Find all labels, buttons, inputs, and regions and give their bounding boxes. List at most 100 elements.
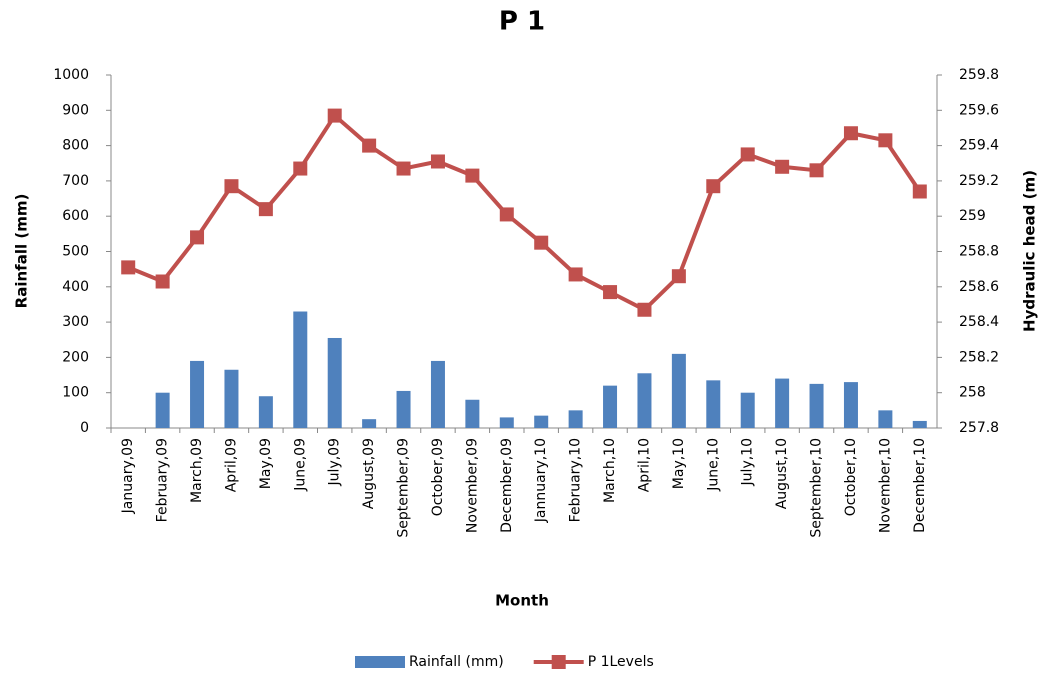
line-marker xyxy=(190,230,205,245)
y-tick-label: 100 xyxy=(62,385,89,401)
x-tick-label: August,10 xyxy=(774,438,790,509)
y2-tick-label: 259.2 xyxy=(959,173,999,189)
x-tick-label: November,09 xyxy=(464,438,480,533)
x-tick-label: January,09 xyxy=(120,438,136,514)
line-marker xyxy=(327,108,342,123)
x-tick-label: December,09 xyxy=(499,438,515,533)
y2-tick-label: 259.6 xyxy=(959,102,999,118)
x-tick-label: Jannuary,10 xyxy=(533,438,549,523)
x-tick-label: May,10 xyxy=(671,438,687,489)
y-tick-label: 400 xyxy=(62,279,89,295)
x-tick-label: July,09 xyxy=(327,438,343,486)
x-tick-label: November,10 xyxy=(877,438,893,533)
legend-label: Rainfall (mm) xyxy=(409,654,504,670)
line-marker xyxy=(775,159,790,174)
x-tick-label: June,09 xyxy=(292,438,308,492)
bar xyxy=(396,390,411,428)
bar xyxy=(671,353,686,428)
x-tick-label: February,10 xyxy=(568,438,584,522)
line-marker xyxy=(499,207,514,222)
legend-label: P 1Levels xyxy=(588,654,654,670)
line-marker xyxy=(603,285,618,300)
x-tick-label: February,09 xyxy=(155,438,171,522)
bar xyxy=(843,382,858,428)
y-tick-label: 800 xyxy=(62,138,89,154)
line-marker xyxy=(637,302,652,317)
y2-tick-label: 258.4 xyxy=(959,314,999,330)
line-marker xyxy=(878,133,893,148)
line-marker xyxy=(430,154,445,169)
bar xyxy=(258,396,273,428)
y-tick-label: 300 xyxy=(62,314,89,330)
x-tick-label: June,10 xyxy=(705,438,721,492)
x-tick-label: December,10 xyxy=(912,438,928,533)
line-marker xyxy=(396,161,411,176)
legend-marker xyxy=(551,655,566,669)
bar xyxy=(637,373,652,428)
y2-tick-label: 258 xyxy=(959,385,986,401)
bar xyxy=(190,360,205,428)
bar xyxy=(293,311,308,428)
line-marker xyxy=(843,126,858,141)
bar xyxy=(568,410,583,428)
x-tick-label: October,10 xyxy=(843,438,859,516)
line-marker xyxy=(671,269,686,284)
y2-tick-label: 259 xyxy=(959,208,986,224)
line-marker xyxy=(155,274,170,289)
y2-tick-label: 258.6 xyxy=(959,279,999,295)
x-tick-label: March,10 xyxy=(602,438,618,503)
y2-tick-label: 258.8 xyxy=(959,244,999,260)
y2-tick-label: 259.4 xyxy=(959,138,999,154)
x-axis-title: Month xyxy=(495,592,549,610)
y2-tick-label: 258.2 xyxy=(959,349,999,365)
y-tick-label: 200 xyxy=(62,349,89,365)
bar xyxy=(155,392,170,428)
line-marker xyxy=(568,267,583,282)
bar xyxy=(430,360,445,428)
bar xyxy=(809,383,824,428)
bar xyxy=(362,419,377,428)
bar xyxy=(603,385,618,428)
y-tick-label: 600 xyxy=(62,208,89,224)
line-marker xyxy=(293,161,308,176)
bar xyxy=(534,415,549,428)
line-marker xyxy=(121,260,136,275)
bar xyxy=(740,392,755,428)
y-tick-label: 0 xyxy=(80,420,89,436)
line-marker xyxy=(258,202,273,217)
x-tick-label: July,10 xyxy=(740,438,756,486)
line-marker xyxy=(912,184,927,199)
line-marker xyxy=(809,163,824,178)
bar xyxy=(224,369,239,428)
legend-swatch xyxy=(355,656,405,668)
bar xyxy=(465,399,480,428)
line xyxy=(127,112,922,313)
y-tick-label: 900 xyxy=(62,102,89,118)
y2-axis-title: Hydraulic head (m) xyxy=(1021,170,1039,332)
y-axis-title: Rainfall (mm) xyxy=(13,194,31,309)
chart-title: P 1 xyxy=(499,7,545,37)
bar xyxy=(775,378,790,428)
y2-tick-label: 259.8 xyxy=(959,67,999,83)
bar xyxy=(878,410,893,428)
line-marker xyxy=(224,179,239,194)
x-tick-label: April,10 xyxy=(636,438,652,492)
bar xyxy=(706,380,721,428)
y2-tick-label: 257.8 xyxy=(959,420,999,436)
bar xyxy=(499,417,514,428)
y-tick-label: 1000 xyxy=(53,67,89,83)
x-tick-label: October,09 xyxy=(430,438,446,516)
line-marker xyxy=(362,138,377,153)
line-marker xyxy=(740,147,755,162)
line-marker xyxy=(706,179,721,194)
x-tick-label: September,10 xyxy=(809,438,825,538)
y-tick-label: 500 xyxy=(62,244,89,260)
line-marker xyxy=(534,235,549,250)
x-tick-label: March,09 xyxy=(189,438,205,503)
x-tick-label: August,09 xyxy=(361,438,377,509)
bar xyxy=(327,337,342,428)
bar xyxy=(912,420,927,428)
line-marker xyxy=(465,168,480,183)
y-tick-label: 700 xyxy=(62,173,89,189)
